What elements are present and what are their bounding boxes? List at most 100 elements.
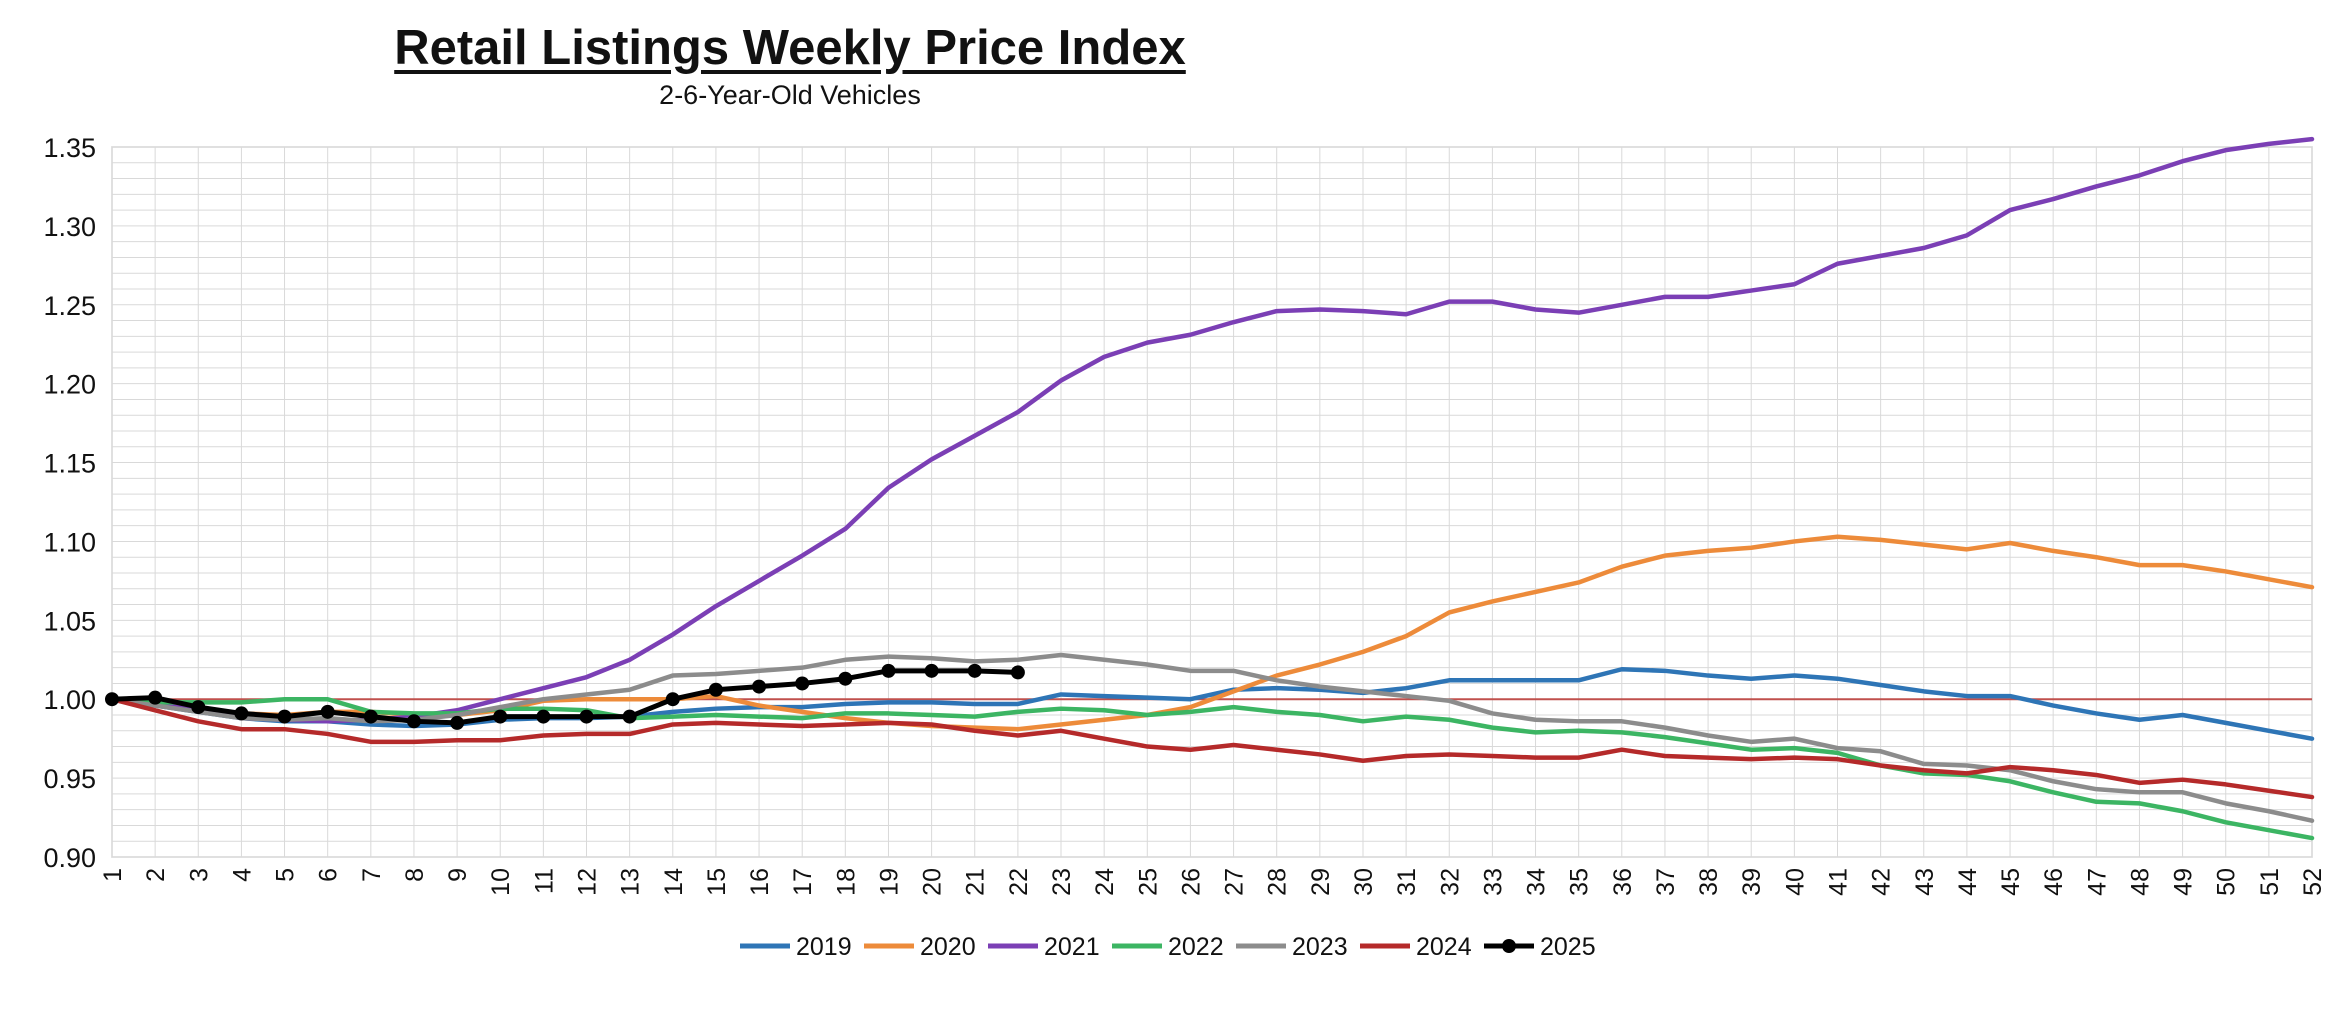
data-point-2025: [967, 663, 982, 678]
x-tick-label: 31: [1393, 868, 1421, 896]
y-tick-label: 0.95: [43, 764, 96, 794]
x-tick-label: 4: [228, 868, 256, 882]
x-tick-label: 41: [1824, 868, 1852, 896]
data-point-2025: [493, 709, 508, 724]
legend-item-2021: 2021: [988, 933, 1100, 961]
y-tick-label: 1.25: [43, 291, 96, 321]
x-tick-label: 1: [99, 868, 127, 882]
x-tick-label: 35: [1566, 868, 1594, 896]
x-tick-label: 38: [1695, 868, 1723, 896]
chart-title: Retail Listings Weekly Price Index: [394, 21, 1186, 75]
x-tick-label: 48: [2126, 868, 2154, 896]
legend: 2019 2020 2021 2022 2023 2024 2025: [740, 933, 1596, 961]
x-tick-label: 11: [530, 868, 558, 894]
x-tick-label: 43: [1911, 868, 1939, 896]
x-tick-label: 30: [1350, 868, 1378, 896]
x-tick-label: 15: [703, 868, 731, 896]
y-tick-label: 1.20: [43, 370, 96, 400]
x-tick-label: 28: [1264, 868, 1292, 896]
x-tick-label: 19: [875, 868, 903, 896]
x-tick-label: 44: [1954, 868, 1982, 896]
y-axis: 1.35 1.30 1.25 1.20 1.15 1.10 1.05 1.00 0.95 0.90: [43, 133, 96, 873]
plot-area: [111, 146, 2313, 858]
x-axis: 1 2 3 4 5 6 7 8 9 10 11 12 13 14 15 16 17 18 19 20 21 22 23 24 2…: [99, 868, 2327, 896]
x-tick-label: 13: [617, 868, 645, 896]
legend-marker: [1502, 939, 1516, 953]
data-point-2025: [881, 663, 896, 678]
x-tick-label: 29: [1307, 868, 1335, 896]
y-tick-label: 0.90: [43, 843, 96, 873]
x-tick-label: 3: [185, 868, 213, 882]
x-tick-label: 40: [1781, 868, 1809, 896]
x-tick-label: 47: [2083, 868, 2111, 896]
data-point-2025: [105, 692, 119, 707]
data-point-2025: [148, 690, 163, 705]
legend-label: 2024: [1416, 933, 1472, 961]
x-tick-label: 34: [1523, 868, 1551, 896]
x-tick-label: 12: [574, 868, 602, 896]
legend-label: 2023: [1292, 933, 1348, 961]
x-tick-label: 33: [1479, 868, 1507, 896]
legend-item-2023: 2023: [1236, 933, 1348, 961]
data-point-2025: [579, 709, 594, 724]
data-point-2025: [536, 709, 551, 724]
x-tick-label: 14: [660, 868, 688, 896]
x-tick-label: 22: [1005, 868, 1033, 896]
y-tick-label: 1.05: [43, 606, 96, 636]
legend-item-2024: 2024: [1360, 933, 1472, 961]
y-tick-label: 1.15: [43, 449, 96, 479]
x-tick-label: 2: [142, 868, 170, 882]
data-point-2025: [665, 692, 680, 707]
data-point-2025: [708, 682, 723, 697]
x-tick-label: 8: [401, 868, 429, 882]
x-tick-label: 24: [1091, 868, 1119, 896]
x-tick-label: 36: [1609, 868, 1637, 896]
y-tick-label: 1.00: [43, 685, 96, 715]
legend-item-2025: 2025: [1484, 933, 1596, 961]
data-point-2025: [450, 715, 465, 730]
x-tick-label: 7: [358, 868, 386, 882]
legend-label: 2019: [796, 933, 852, 961]
legend-label: 2020: [920, 933, 976, 961]
x-tick-label: 51: [2256, 868, 2284, 896]
x-tick-label: 10: [487, 868, 515, 896]
data-point-2025: [924, 663, 939, 678]
data-point-2025: [363, 709, 378, 724]
data-point-2025: [234, 706, 249, 721]
y-tick-label: 1.30: [43, 212, 96, 242]
x-tick-label: 39: [1738, 868, 1766, 896]
x-tick-label: 49: [2170, 868, 2198, 896]
x-tick-label: 26: [1177, 868, 1205, 896]
x-tick-label: 27: [1221, 868, 1249, 896]
data-point-2025: [406, 714, 421, 729]
data-point-2025: [191, 700, 206, 715]
x-tick-label: 5: [272, 868, 300, 882]
series-line-2024: [109, 696, 2315, 800]
x-tick-label: 46: [2040, 868, 2068, 896]
legend-label: 2025: [1540, 933, 1596, 961]
data-point-2025: [320, 704, 335, 719]
x-tick-label: 21: [962, 868, 990, 896]
x-tick-label: 32: [1436, 868, 1464, 896]
data-point-2025: [752, 679, 767, 694]
x-tick-label: 16: [746, 868, 774, 896]
x-tick-label: 9: [444, 868, 472, 882]
legend-label: 2021: [1044, 933, 1100, 961]
chart-grid: [111, 146, 2313, 858]
data-point-2025: [622, 709, 637, 724]
x-tick-label: 42: [1868, 868, 1896, 896]
series-group: [105, 136, 2315, 841]
series-line-2025: [109, 668, 1021, 726]
series-line-2021: [109, 136, 2315, 724]
chart-subtitle: 2-6-Year-Old Vehicles: [659, 80, 921, 110]
legend-label: 2022: [1168, 933, 1224, 961]
x-tick-label: 23: [1048, 868, 1076, 896]
data-point-2025: [838, 671, 853, 686]
y-tick-label: 1.35: [43, 133, 96, 163]
x-tick-label: 37: [1652, 868, 1680, 896]
x-tick-label: 52: [2299, 868, 2327, 896]
x-tick-label: 6: [315, 868, 343, 882]
legend-item-2019: 2019: [740, 933, 852, 961]
legend-item-2020: 2020: [864, 933, 976, 961]
